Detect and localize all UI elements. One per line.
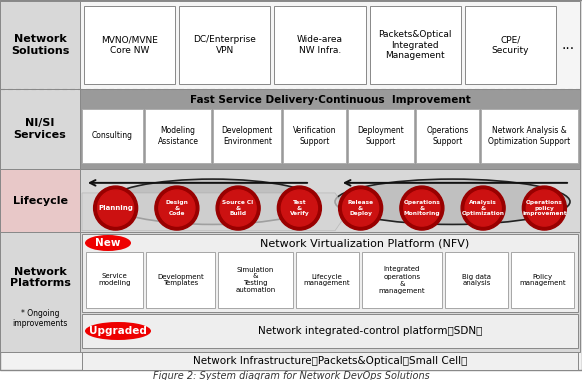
Bar [0,232,80,352]
Bar [283,109,346,163]
Bar [145,109,211,163]
Text: Consulting: Consulting [92,131,133,141]
Circle shape [220,190,256,226]
Bar [416,109,478,163]
Bar [213,109,282,163]
Circle shape [155,186,199,230]
Circle shape [343,190,379,226]
Circle shape [278,186,321,230]
Bar [82,314,578,348]
Text: Operations
policy
improvement: Operations policy improvement [522,200,567,216]
Text: Integrated
operations
&
management: Integrated operations & management [378,266,425,293]
Bar [80,89,580,169]
Text: Policy
management: Policy management [519,274,566,287]
Text: Test
&
Verify: Test & Verify [289,200,309,216]
Text: Modeling
Assistance: Modeling Assistance [158,126,198,146]
Text: Verification
Support: Verification Support [293,126,336,146]
Circle shape [461,186,505,230]
Bar [0,89,80,169]
Text: Network
Solutions: Network Solutions [11,34,69,56]
Text: Figure 2: System diagram for Network DevOps Solutions: Figure 2: System diagram for Network Dev… [152,371,430,380]
Text: Network Analysis &
Optimization Support: Network Analysis & Optimization Support [488,126,570,146]
Bar [0,169,80,232]
Text: Wide-area
NW Infra.: Wide-area NW Infra. [297,35,343,55]
Text: CPE/
Security: CPE/ Security [492,35,529,55]
Text: Development
Environment: Development Environment [222,126,273,146]
Text: Network Infrastructure（Packets&Optical／Small Cell）: Network Infrastructure（Packets&Optical／S… [193,356,467,366]
Bar [0,1,80,89]
Bar [80,1,580,89]
Text: Network integrated-control platform（SDN）: Network integrated-control platform（SDN） [258,326,482,336]
Text: New: New [95,238,120,248]
Text: Development
Templates: Development Templates [157,274,204,287]
Circle shape [98,190,134,226]
Bar [218,252,293,308]
Bar [86,252,143,308]
Text: NI/SI
Services: NI/SI Services [13,118,66,140]
Circle shape [523,186,566,230]
Text: Deployment
Support: Deployment Support [358,126,404,146]
Bar [348,109,414,163]
Circle shape [281,190,317,226]
Circle shape [400,186,444,230]
Bar [80,169,580,232]
Text: Network
Platforms: Network Platforms [9,267,70,288]
Bar [296,252,359,308]
Text: Operations
&
Monitoring: Operations & Monitoring [403,200,441,216]
Text: Release
&
Deploy: Release & Deploy [347,200,374,216]
Bar [82,352,578,370]
Bar [361,252,442,308]
Text: Lifecycle: Lifecycle [12,195,68,206]
Bar [465,6,556,84]
Text: MVNO/MVNE
Core NW: MVNO/MVNE Core NW [101,35,158,55]
Bar [511,252,574,308]
Text: Operations
Support: Operations Support [426,126,469,146]
Text: ...: ... [562,38,574,52]
Text: Big data
analysis: Big data analysis [462,274,491,287]
Bar [80,232,580,352]
Text: DC/Enterprise
VPN: DC/Enterprise VPN [193,35,256,55]
Ellipse shape [108,179,318,225]
Circle shape [159,190,195,226]
Circle shape [216,186,260,230]
Text: Simulation
&
Testing
automation: Simulation & Testing automation [235,266,275,293]
Bar [274,6,365,84]
Text: Planning: Planning [98,205,133,211]
Text: * Ongoing
improvements: * Ongoing improvements [12,309,68,328]
Text: Packets&Optical
Integrated
Management: Packets&Optical Integrated Management [378,30,452,60]
Ellipse shape [85,235,131,251]
Bar [146,252,215,308]
Circle shape [465,190,501,226]
Circle shape [404,190,440,226]
Bar [82,109,143,163]
Circle shape [94,186,137,230]
Text: Upgraded: Upgraded [89,326,147,336]
Bar [481,109,578,163]
Text: Analysis
&
Optimization: Analysis & Optimization [462,200,505,216]
Text: Source CI
&
Build: Source CI & Build [222,200,254,216]
Bar [84,6,175,84]
Text: Network Virtualization Platform (NFV): Network Virtualization Platform (NFV) [260,238,470,248]
Text: Lifecycle
management: Lifecycle management [304,274,350,287]
Polygon shape [82,193,348,231]
Circle shape [526,190,562,226]
Bar [179,6,271,84]
Text: Fast Service Delivery·Continuous  Improvement: Fast Service Delivery·Continuous Improve… [190,95,470,105]
Text: Service
modeling: Service modeling [98,274,131,287]
Ellipse shape [85,322,151,340]
Bar [370,6,461,84]
Bar [445,252,508,308]
Bar [82,234,578,312]
Text: Design
&
Code: Design & Code [165,200,189,216]
Ellipse shape [335,179,570,225]
Circle shape [339,186,382,230]
